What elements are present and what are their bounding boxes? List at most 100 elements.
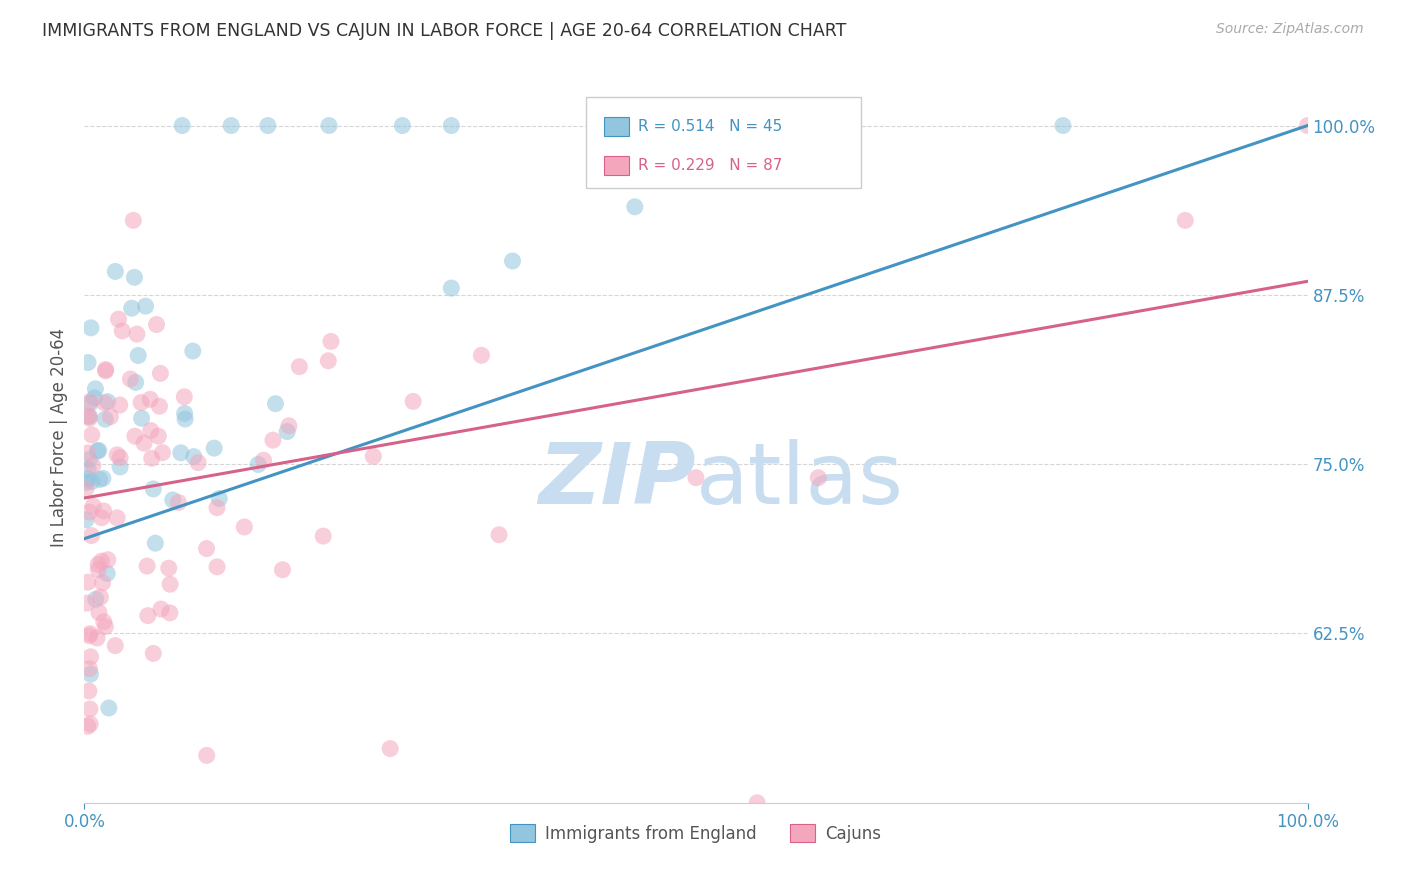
- Point: [94, 620, 117, 634]
- Point: [624, 200, 647, 214]
- Point: [107, 312, 129, 326]
- Point: [86, 631, 108, 645]
- Point: [143, 536, 166, 550]
- Point: [1052, 119, 1074, 133]
- Point: [79, 411, 101, 425]
- Point: [262, 433, 284, 447]
- Bar: [605, 155, 628, 175]
- Point: [470, 348, 492, 362]
- Point: [187, 456, 209, 470]
- Point: [502, 254, 524, 268]
- Point: [148, 399, 170, 413]
- Point: [79, 626, 101, 640]
- Point: [93, 615, 115, 629]
- Point: [79, 702, 101, 716]
- Point: [80, 321, 103, 335]
- Point: [93, 504, 115, 518]
- Point: [80, 428, 103, 442]
- Point: [319, 334, 342, 349]
- Point: [318, 119, 340, 133]
- Text: R = 0.229   N = 87: R = 0.229 N = 87: [638, 158, 783, 173]
- Point: [111, 324, 134, 338]
- Point: [170, 446, 193, 460]
- Point: [277, 418, 299, 433]
- Point: [205, 559, 228, 574]
- Point: [173, 390, 195, 404]
- Point: [97, 701, 120, 715]
- Point: [132, 436, 155, 450]
- Point: [159, 606, 181, 620]
- Point: [89, 590, 111, 604]
- Point: [76, 446, 98, 460]
- Point: [162, 492, 184, 507]
- Point: [104, 639, 127, 653]
- Point: [96, 566, 118, 581]
- Bar: [605, 117, 628, 136]
- Point: [195, 541, 218, 556]
- Point: [79, 505, 101, 519]
- Point: [77, 684, 100, 698]
- Point: [122, 213, 145, 227]
- Point: [89, 473, 111, 487]
- Point: [82, 458, 104, 473]
- Point: [402, 394, 425, 409]
- Point: [127, 349, 149, 363]
- Text: Source: ZipAtlas.com: Source: ZipAtlas.com: [1216, 22, 1364, 37]
- Point: [87, 558, 110, 572]
- Point: [77, 409, 100, 423]
- Text: atlas: atlas: [696, 440, 904, 523]
- Point: [75, 482, 97, 496]
- Point: [97, 552, 120, 566]
- Point: [276, 425, 298, 439]
- Point: [79, 717, 101, 731]
- Point: [208, 491, 231, 506]
- Point: [139, 392, 162, 407]
- Point: [271, 563, 294, 577]
- Point: [380, 741, 402, 756]
- Point: [159, 577, 181, 591]
- Point: [205, 500, 228, 515]
- Point: [363, 450, 385, 464]
- Point: [219, 119, 242, 133]
- Point: [87, 443, 110, 458]
- Point: [105, 510, 128, 524]
- Point: [105, 448, 128, 462]
- Point: [79, 662, 101, 676]
- Text: R = 0.514   N = 45: R = 0.514 N = 45: [638, 119, 783, 134]
- Text: IMMIGRANTS FROM ENGLAND VS CAJUN IN LABOR FORCE | AGE 20-64 CORRELATION CHART: IMMIGRANTS FROM ENGLAND VS CAJUN IN LABO…: [42, 22, 846, 40]
- Point: [181, 344, 204, 359]
- Point: [173, 407, 195, 421]
- Point: [152, 445, 174, 459]
- Point: [195, 748, 218, 763]
- Point: [86, 443, 108, 458]
- Point: [202, 441, 225, 455]
- Point: [79, 667, 101, 681]
- Point: [157, 561, 180, 575]
- Point: [135, 299, 157, 313]
- Point: [120, 372, 142, 386]
- Legend: Immigrants from England, Cajuns: Immigrants from England, Cajuns: [503, 818, 889, 849]
- Point: [91, 471, 114, 485]
- Point: [75, 513, 97, 527]
- Point: [75, 475, 97, 490]
- Y-axis label: In Labor Force | Age 20-64: In Labor Force | Age 20-64: [51, 327, 69, 547]
- Point: [108, 398, 131, 412]
- Point: [77, 462, 100, 476]
- Point: [440, 281, 463, 295]
- Point: [79, 409, 101, 424]
- Point: [131, 411, 153, 425]
- Point: [84, 382, 107, 396]
- Point: [129, 395, 152, 409]
- Point: [139, 424, 162, 438]
- Point: [76, 719, 98, 733]
- Point: [79, 395, 101, 409]
- Point: [79, 396, 101, 410]
- Point: [79, 629, 101, 643]
- Point: [125, 327, 148, 342]
- Point: [91, 575, 114, 590]
- Point: [257, 119, 280, 133]
- Point: [807, 471, 830, 485]
- FancyBboxPatch shape: [586, 97, 860, 188]
- Point: [136, 559, 159, 574]
- Point: [488, 528, 510, 542]
